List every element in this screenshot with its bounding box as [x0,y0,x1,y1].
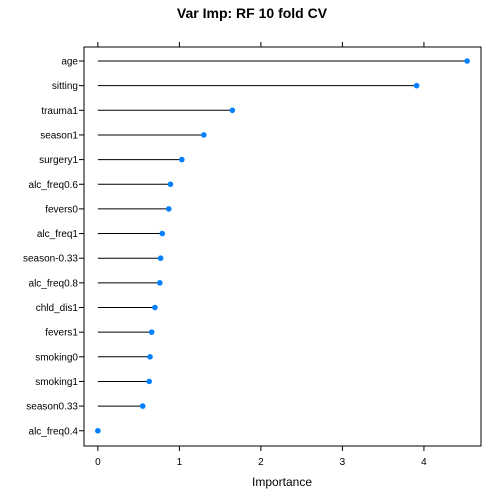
category-label: fevers1 [45,328,78,339]
importance-point [152,304,158,311]
category-label: season-0.33 [23,254,78,265]
plot-frame [83,46,482,447]
importance-point [159,230,166,237]
category-label: alc_freq0.8 [29,278,79,289]
importance-point [139,403,146,409]
category-label: season0.33 [26,402,78,413]
dot-row: season0.33 [26,402,146,413]
category-label: age [61,57,78,68]
dot-row: age [61,57,470,68]
importance-point [167,181,174,188]
category-label: alc_freq1 [37,229,79,240]
importance-point [464,58,470,64]
importance-point [201,132,207,138]
dot-row: alc_freq0.8 [29,278,163,289]
category-label: alc_freq0.6 [29,180,79,191]
importance-point [146,378,153,385]
dot-row: fevers0 [45,204,172,215]
x-tick-label: 2 [258,457,264,468]
category-label: trauma1 [41,106,78,117]
importance-point [413,82,420,89]
x-axis-ticks: 0 1 2 3 4 [95,42,427,468]
importance-point [147,354,153,360]
dot-row: chld_dis1 [36,303,158,314]
category-label: smoking1 [35,377,78,388]
dot-row: surgery1 [39,155,185,166]
dot-row: season1 [40,130,207,141]
x-axis-title: Importance [252,475,312,489]
importance-point [229,107,236,114]
chart-title: Var Imp: RF 10 fold CV [177,5,328,21]
x-tick-label: 1 [177,457,183,468]
x-tick-label: 0 [95,457,101,468]
importance-point [157,255,164,261]
category-label: season1 [40,130,78,141]
category-label: alc_freq0.4 [29,426,79,437]
category-label: smoking0 [35,352,78,363]
category-label: chld_dis1 [36,303,79,314]
category-label: fevers0 [45,204,78,215]
importance-point [165,206,172,212]
dot-row: fevers1 [45,328,155,339]
category-label: surgery1 [39,155,78,166]
dot-row: season-0.33 [23,254,164,265]
importance-point [95,427,101,434]
importance-point [157,280,163,286]
x-tick-label: 4 [421,457,427,468]
x-tick-label: 3 [340,457,346,468]
dot-rows: age sitting trauma1 season1 surgery1 alc_freq… [23,57,470,437]
dot-row: trauma1 [41,106,236,117]
dot-row: alc_freq0.4 [29,426,101,437]
dot-row: smoking0 [35,352,153,363]
dot-row: alc_freq1 [37,229,166,240]
importance-point [179,156,185,163]
dot-row: smoking1 [35,377,153,388]
importance-point [148,329,155,335]
dot-row: alc_freq0.6 [29,180,174,191]
category-label: sitting [52,81,78,92]
dot-row: sitting [52,81,420,92]
